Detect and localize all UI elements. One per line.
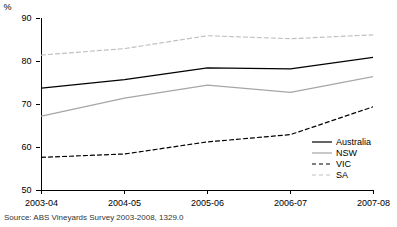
svg-text:2006-07: 2006-07 [274, 198, 307, 208]
svg-text:60: 60 [21, 142, 31, 152]
svg-text:2005-06: 2005-06 [191, 198, 224, 208]
html-text:VIC: VIC [336, 158, 351, 169]
svg-text:80: 80 [21, 56, 31, 66]
html-text:NSW: NSW [336, 147, 357, 158]
svg-text:2007-08: 2007-08 [357, 198, 390, 208]
html-text:Source: ABS Vineyards Survey 2: Source: ABS Vineyards Survey 2003-2008, … [4, 213, 184, 222]
html-text:SA: SA [336, 169, 348, 180]
svg-text:2003-04: 2003-04 [25, 198, 58, 208]
svg-text:70: 70 [21, 99, 31, 109]
svg-text:90: 90 [21, 13, 31, 23]
svg-text:2004-05: 2004-05 [108, 198, 141, 208]
svg-text:50: 50 [21, 185, 31, 195]
html-text:Australia: Australia [336, 136, 371, 147]
svg-text:%: % [4, 2, 12, 12]
